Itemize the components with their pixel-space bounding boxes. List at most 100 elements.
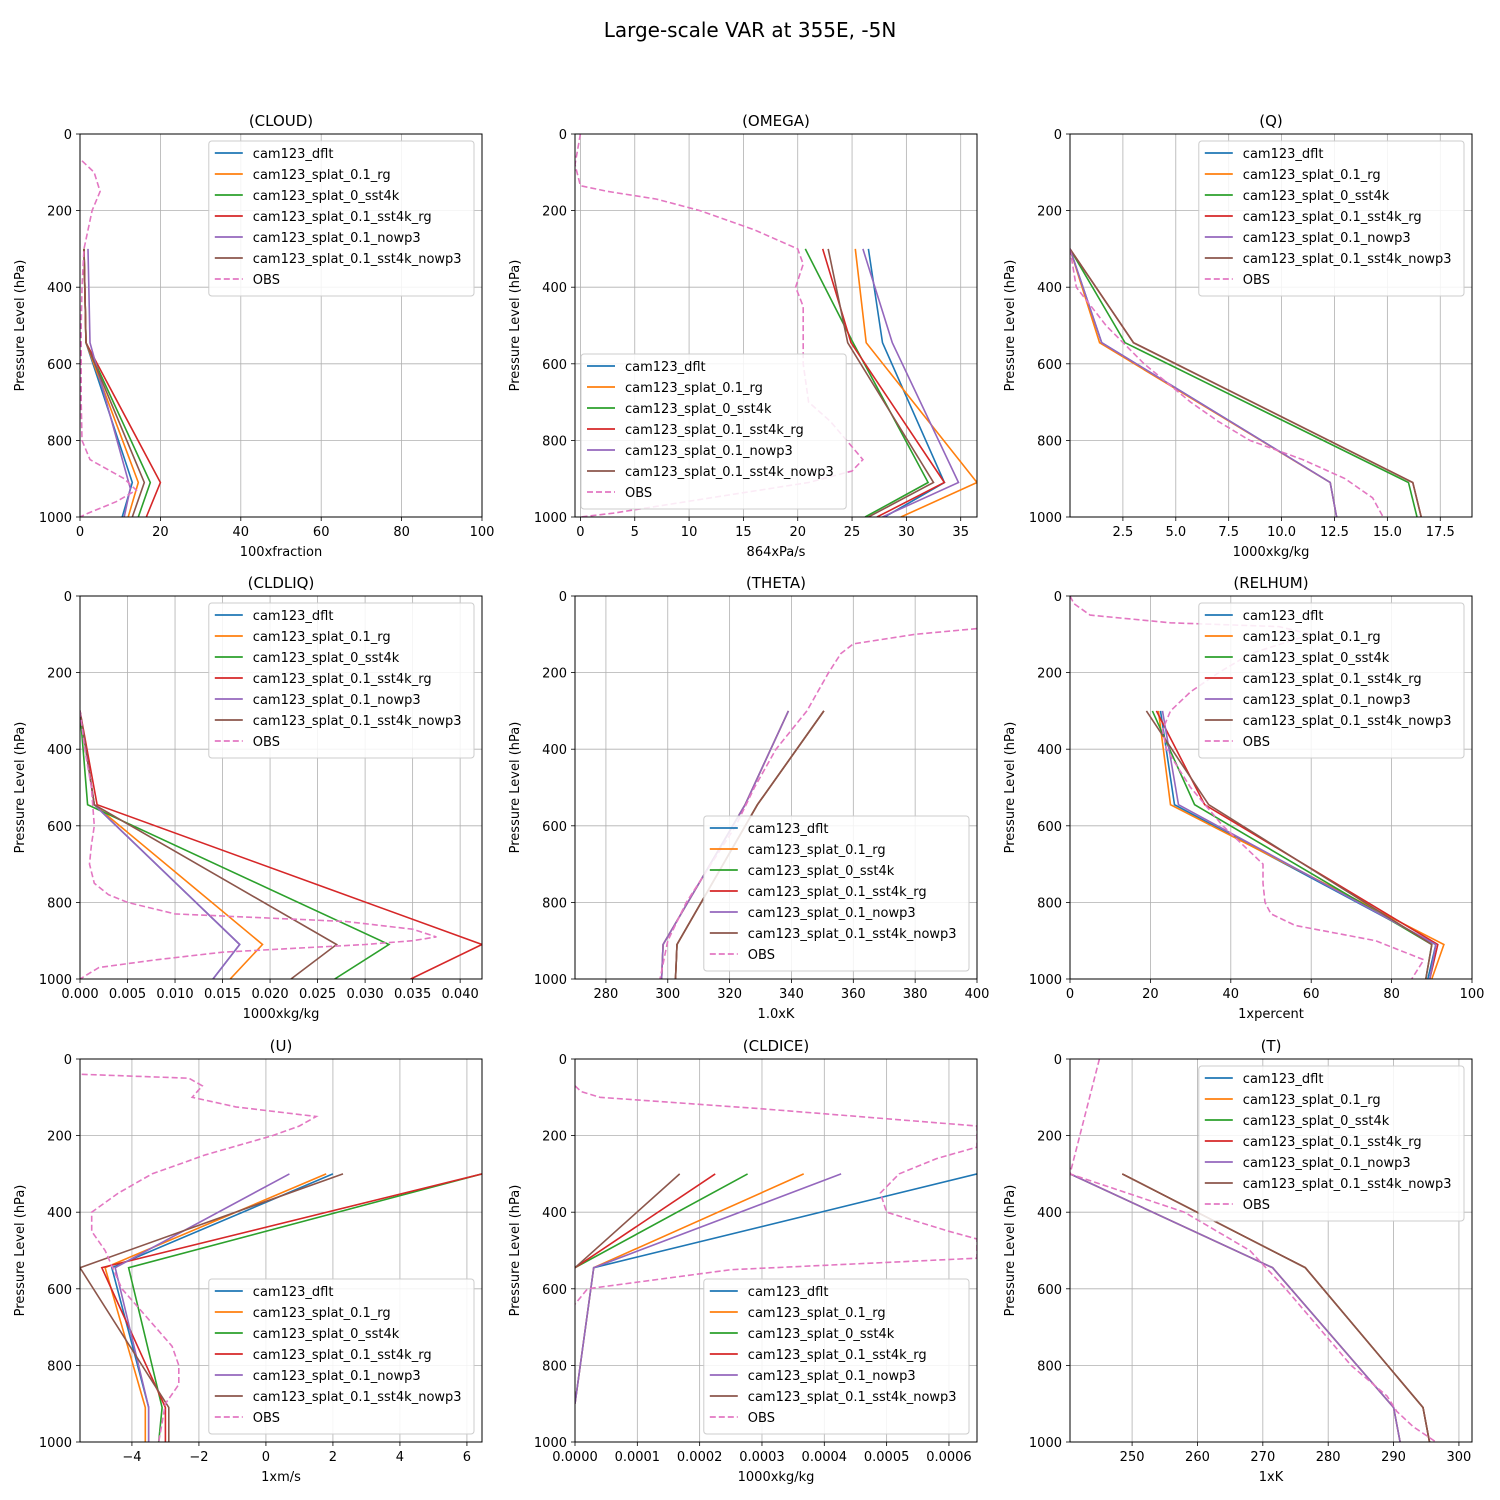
y-tick-label: 0 [1054,1053,1062,1068]
legend-label: cam123_dflt [1243,1072,1324,1087]
x-tick-label: 340 [779,987,804,1002]
legend-label: cam123_splat_0_sst4k [625,402,772,417]
subplot: 0 20 40 60 80 10002004006008001000(RELHUM)1xp… [1003,574,1484,1022]
legend-label: cam123_splat_0_sst4k [748,864,895,879]
series-line-cam123-splat-0-1-nowp3 [114,1173,290,1442]
legend-label: cam123_splat_0_sst4k [1243,1114,1390,1129]
legend-label: cam123_splat_0.1_nowp3 [1243,231,1411,246]
y-tick-label: 800 [1037,896,1062,911]
legend: cam123_dflt cam123_splat_0.1_rg cam123_spl… [1198,140,1465,297]
y-tick-label: 1000 [1029,973,1062,988]
y-tick-label: 400 [47,743,72,758]
x-tick-label: 270 [1250,1450,1275,1465]
x-tick-label: 0 [576,525,584,540]
series-line-OBS [659,627,977,979]
x-tick-label: 15 [735,525,752,540]
y-tick-label: 1000 [534,511,567,526]
y-tick-label: 1000 [534,1436,567,1451]
legend-label: cam123_splat_0.1_nowp3 [748,906,916,921]
legend-label: cam123_splat_0.1_sst4k_nowp3 [748,927,957,942]
subplot: 0 20 40 60 80 10002004006008001000(CLOUD)100x… [13,112,494,560]
x-axis-label: 1xK [1259,1470,1284,1485]
legend-label: cam123_splat_0.1_sst4k_rg [625,423,804,438]
x-axis-label: 864xPa/s [747,545,806,560]
legend-label: cam123_splat_0.1_rg [253,630,391,645]
y-tick-label: 600 [47,358,72,373]
y-tick-label: 1000 [39,511,72,526]
x-tick-label: 5.0 [1165,525,1186,540]
y-tick-label: 200 [542,1130,567,1145]
x-tick-label: 0.010 [156,987,193,1002]
axes-frame [79,133,483,518]
subplot-title: (THETA) [746,574,806,592]
legend-label: cam123_splat_0.1_sst4k_rg [748,885,927,900]
y-tick-label: 1000 [534,973,567,988]
axes-frame [1069,595,1473,980]
legend-label: cam123_splat_0.1_nowp3 [253,231,421,246]
y-tick-label: 400 [542,281,567,296]
legend-box [1198,1065,1465,1222]
x-tick-label: 0.015 [204,987,241,1002]
legend-label: cam123_splat_0.1_rg [1243,1093,1381,1108]
x-tick-label: 17.5 [1426,525,1455,540]
y-tick-label: 400 [1037,743,1062,758]
legend-label: cam123_dflt [1243,147,1324,162]
x-tick-label: 0.0000 [552,1450,598,1465]
y-tick-label: 600 [47,1283,72,1298]
x-tick-label: 250 [1120,1450,1145,1465]
legend-label: cam123_splat_0.1_sst4k_nowp3 [253,714,462,729]
legend-label: cam123_splat_0.1_sst4k_rg [253,672,432,687]
y-tick-label: 0 [559,128,567,143]
y-axis-label: Pressure Level (hPa) [508,722,523,854]
legend-label: cam123_splat_0.1_sst4k_nowp3 [1243,1177,1452,1192]
y-tick-label: 200 [542,667,567,682]
legend-label: cam123_dflt [253,147,334,162]
y-tick-label: 200 [1037,205,1062,220]
series-line-cam123-splat-0-sst4k [575,1173,748,1269]
legend-label: cam123_splat_0.1_nowp3 [1243,693,1411,708]
legend-label: cam123_splat_0.1_rg [1243,168,1381,183]
series-line-cam123-splat-0-1-sst4k-nowp3 [827,248,935,517]
legend-label: cam123_splat_0.1_sst4k_rg [1243,210,1422,225]
subplot-title: (T) [1261,1037,1282,1055]
y-tick-label: 800 [542,434,567,449]
y-tick-label: 800 [542,896,567,911]
x-tick-label: 320 [717,987,742,1002]
x-tick-label: 2 [329,1450,337,1465]
subplot: 2.5 5.0 7.5 10.0 12.5 15.0 17.5 0 200 400 600 800 10… [1003,112,1473,560]
y-axis-label: Pressure Level (hPa) [13,722,28,854]
subplot-grid: 0 20 40 60 80 10002004006008001000(CLOUD)100x… [13,112,1484,1485]
x-tick-label: 0.020 [251,987,288,1002]
legend-box [580,353,847,510]
series-line-cam123-dflt [1159,710,1437,979]
x-tick-label: 0 [76,525,84,540]
subplot: 250 260 270 280 290 300 0 200 400 600 800 1000 (T) 1x… [1003,1037,1473,1485]
y-tick-label: 0 [64,590,72,605]
series-line-cam123-splat-0-sst4k [80,710,391,979]
series-line-OBS [1070,248,1384,517]
y-tick-label: 200 [1037,1130,1062,1145]
x-tick-label: 280 [1316,1450,1341,1465]
y-tick-label: 600 [1037,358,1062,373]
subplot: 0.0000 0.0001 0.0002 0.0003 0.0004 0.0005 0.00… [508,1037,978,1485]
subplot: 280 300 320 340 360 380 400 0 200 400 600 800 1000 (T… [508,574,989,1022]
series-line-cam123-splat-0-sst4k [127,1173,482,1442]
x-tick-label: 100 [470,525,495,540]
x-tick-label: 2.5 [1113,525,1134,540]
y-tick-label: 0 [559,1053,567,1068]
x-tick-label: 0.0002 [677,1450,723,1465]
legend-box [703,1278,970,1435]
series-line-cam123-splat-0-1-sst4k-nowp3 [83,248,146,517]
x-tick-label: 0.0006 [926,1450,972,1465]
y-tick-label: 400 [542,743,567,758]
subplot: 0.000 0.005 0.010 0.015 0.020 0.025 0.030 0.035… [13,574,483,1022]
x-tick-label: 0.030 [346,987,383,1002]
legend-label: cam123_splat_0.1_sst4k_nowp3 [1243,714,1452,729]
subplot: 0 5 10 15 20 25 30 35 0 200 400 600 800 1000 (OMEGA) 86… [508,112,978,560]
y-axis-label: Pressure Level (hPa) [508,260,523,392]
x-tick-label: 300 [1447,1450,1472,1465]
legend-label: OBS [625,486,652,501]
legend-label: cam123_splat_0.1_nowp3 [625,444,793,459]
legend-label: cam123_splat_0_sst4k [748,1327,895,1342]
x-tick-label: 280 [594,987,619,1002]
